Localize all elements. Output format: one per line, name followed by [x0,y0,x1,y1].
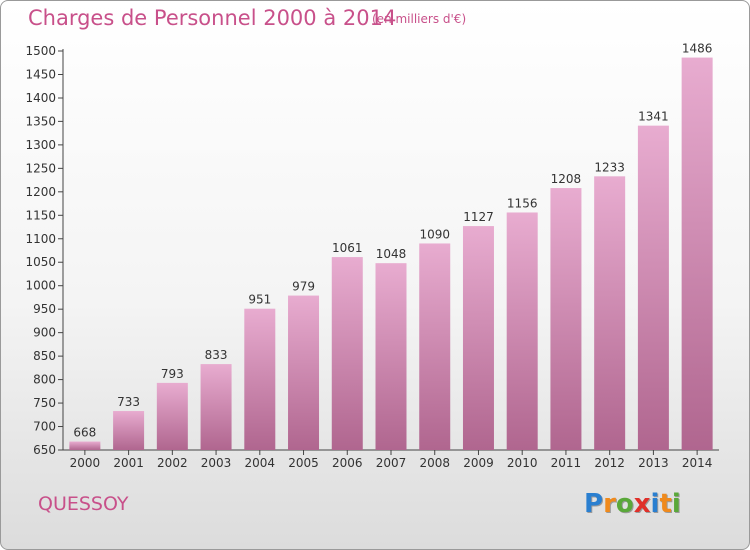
x-tick-label: 2013 [638,456,669,470]
logo-letter: i [650,489,660,519]
y-tick-label: 1450 [25,67,56,81]
bar [594,176,626,450]
y-tick-label: 1050 [25,255,56,269]
bar [156,382,188,450]
bar-value-label: 1156 [507,196,538,210]
logo-letter: t [659,489,672,519]
bar-value-label: 1341 [638,110,669,124]
bar-value-label: 733 [117,395,140,409]
logo-letter: i [671,489,681,519]
bar-value-label: 951 [248,293,271,307]
logo-letter: P [584,489,604,519]
x-tick-label: 2005 [288,456,319,470]
y-tick-label: 1200 [25,185,56,199]
bar [113,411,145,450]
bar [506,212,538,450]
bar-value-label: 833 [205,348,228,362]
y-tick-label: 950 [33,302,56,316]
bar [244,308,276,450]
bar [637,125,669,450]
x-tick-label: 2014 [682,456,713,470]
bar-value-label: 1127 [463,210,494,224]
bar-value-label: 1233 [594,160,625,174]
x-tick-label: 2002 [157,456,188,470]
bar-value-label: 1486 [682,42,713,56]
proxiti-logo: Proxiti [584,489,681,519]
x-tick-label: 2004 [245,456,276,470]
bar [200,364,232,450]
bar-value-label: 1061 [332,241,363,255]
bar [331,257,363,450]
bar-value-label: 668 [73,426,96,440]
y-tick-label: 1100 [25,232,56,246]
bar [69,441,101,450]
x-tick-label: 2003 [201,456,232,470]
bar [462,226,494,450]
x-tick-label: 2001 [113,456,144,470]
y-tick-label: 1250 [25,161,56,175]
chart-title: Charges de Personnel 2000 à 2014 [28,6,397,30]
y-tick-label: 1400 [25,91,56,105]
logo-letter: x [633,489,651,519]
y-tick-label: 900 [33,326,56,340]
x-tick-label: 2008 [419,456,450,470]
x-tick-label: 2012 [594,456,625,470]
chart-subtitle: (en milliers d'€) [372,12,467,26]
bar [681,57,713,450]
x-tick-label: 2011 [551,456,582,470]
logo-letter: r [603,489,616,519]
bar-value-label: 979 [292,280,315,294]
x-tick-label: 2000 [70,456,101,470]
logo-letter: o [615,489,634,519]
bar-value-label: 1208 [551,172,582,186]
y-tick-label: 1150 [25,208,56,222]
y-tick-label: 700 [33,420,56,434]
bar [288,295,320,450]
x-tick-label: 2010 [507,456,538,470]
x-tick-label: 2009 [463,456,494,470]
x-tick-label: 2006 [332,456,363,470]
y-tick-label: 750 [33,396,56,410]
bar-value-label: 1048 [376,247,407,261]
place-name: QUESSOY [38,493,129,515]
bar [550,188,582,450]
y-tick-label: 800 [33,373,56,387]
y-tick-label: 1500 [25,44,56,58]
y-tick-label: 1000 [25,279,56,293]
y-tick-label: 850 [33,349,56,363]
x-tick-label: 2007 [376,456,407,470]
bar-value-label: 793 [161,367,184,381]
y-tick-label: 1350 [25,114,56,128]
y-tick-label: 650 [33,443,56,457]
bar [419,243,451,450]
y-tick-label: 1300 [25,138,56,152]
bar [375,263,407,450]
bar-value-label: 1090 [419,227,450,241]
